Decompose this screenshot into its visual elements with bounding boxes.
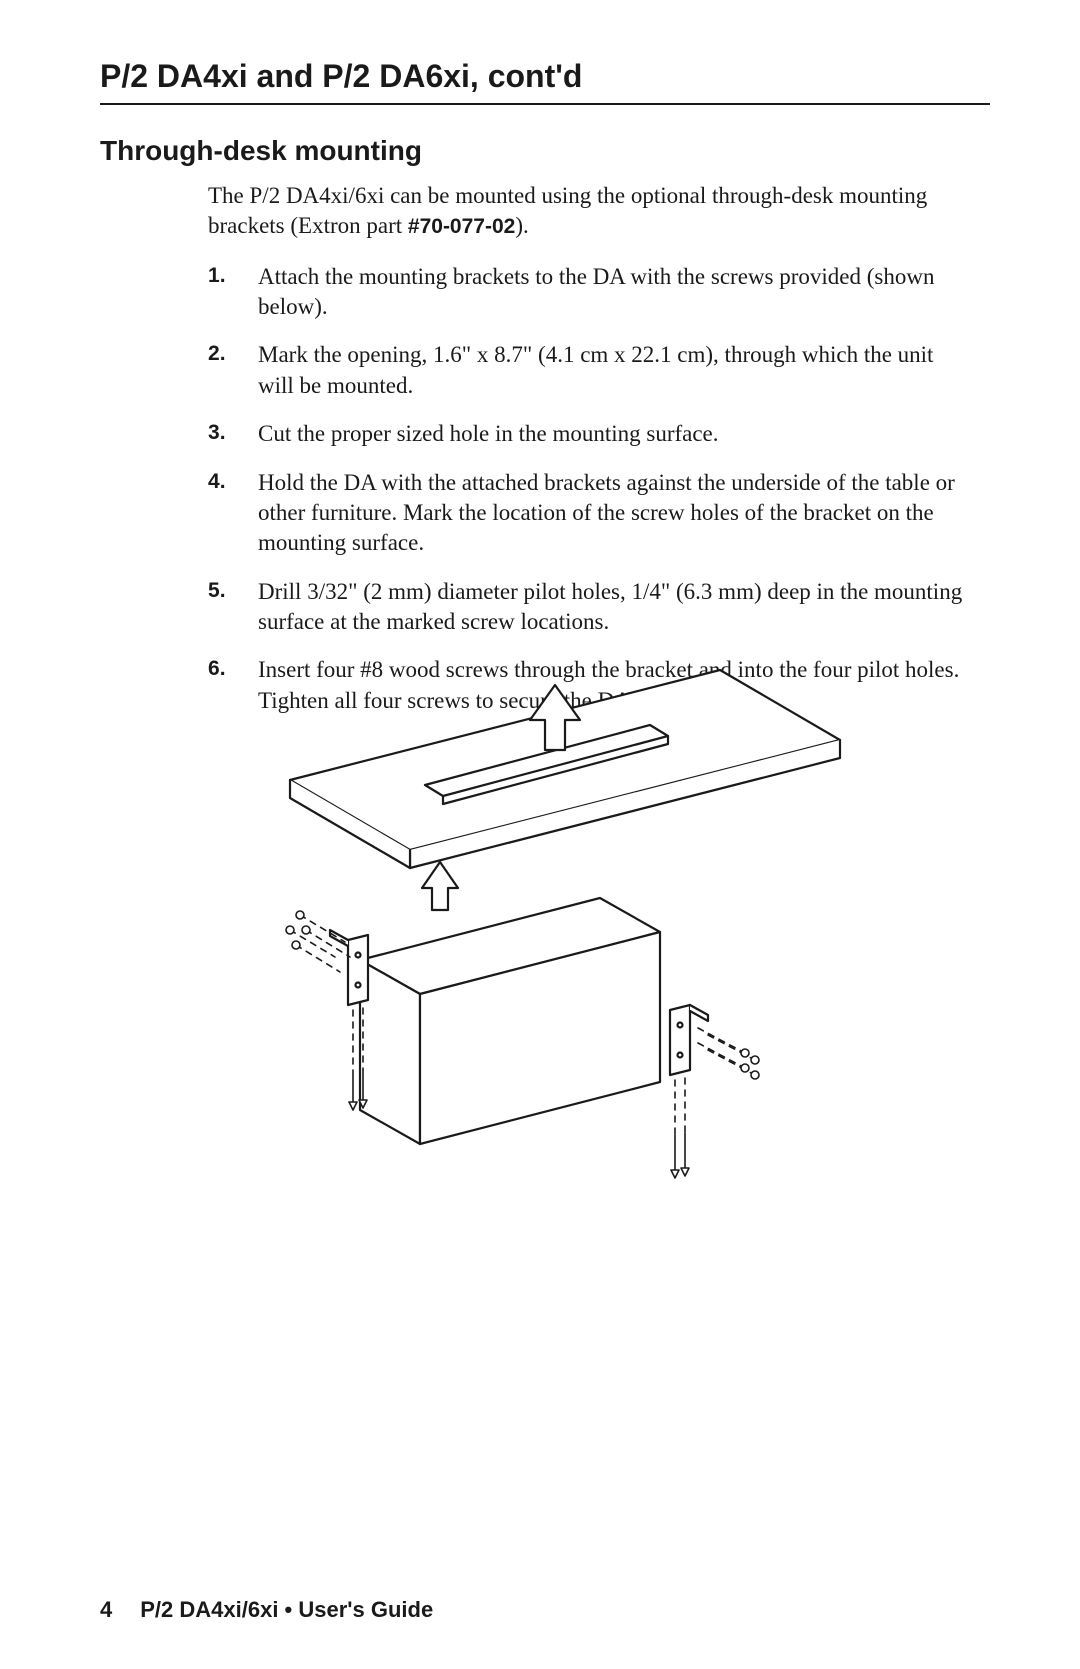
bracket-left [330, 930, 368, 1005]
step-item: Hold the DA with the attached brackets a… [208, 468, 970, 559]
mounting-diagram-svg [200, 630, 900, 1230]
title-rule [100, 103, 990, 105]
arrow-small-icon [422, 862, 458, 910]
intro-text-pre: The P/2 DA4xi/6xi can be mounted using t… [208, 183, 927, 238]
intro-paragraph: The P/2 DA4xi/6xi can be mounted using t… [208, 181, 970, 242]
step-item: Cut the proper sized hole in the mountin… [208, 419, 970, 449]
intro-text-post: ). [515, 213, 528, 238]
da-unit [360, 898, 660, 1144]
page-title: P/2 DA4xi and P/2 DA6xi, cont'd [100, 58, 990, 95]
part-number: #70-077-02 [408, 215, 515, 238]
page-number: 4 [100, 1597, 112, 1622]
page-footer: 4 P/2 DA4xi/6xi • User's Guide [100, 1597, 433, 1623]
long-screws-right [671, 1078, 689, 1178]
step-item: Mark the opening, 1.6" x 8.7" (4.1 cm x … [208, 340, 970, 401]
step-item: Attach the mounting brackets to the DA w… [208, 262, 970, 323]
footer-text: P/2 DA4xi/6xi • User's Guide [140, 1597, 433, 1622]
step-item: Drill 3/32" (2 mm) diameter pilot holes,… [208, 577, 970, 638]
mounting-diagram [200, 630, 900, 1230]
screws-right [698, 1028, 759, 1079]
section-title: Through-desk mounting [100, 135, 990, 167]
bracket-right [670, 1005, 708, 1075]
